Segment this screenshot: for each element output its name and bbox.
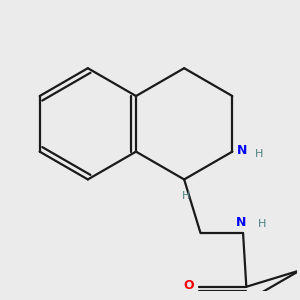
Text: O: O	[183, 279, 194, 292]
Text: H: H	[255, 149, 263, 159]
Text: H: H	[257, 218, 266, 229]
Text: N: N	[237, 144, 247, 157]
Text: N: N	[236, 215, 246, 229]
Text: H: H	[182, 191, 190, 201]
